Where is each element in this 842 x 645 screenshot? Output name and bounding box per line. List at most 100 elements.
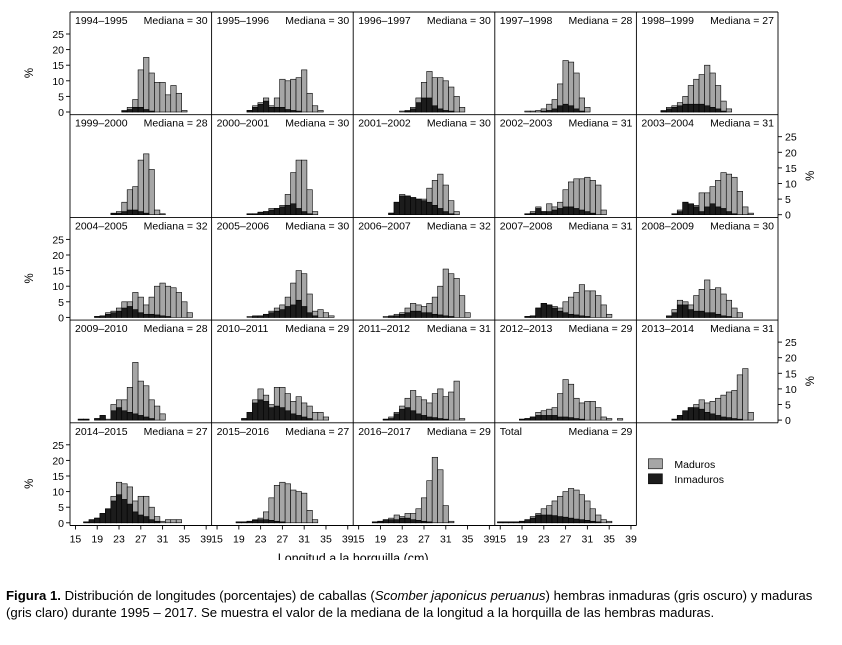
immature-bar xyxy=(279,521,286,524)
x-tick-label: 23 xyxy=(538,534,550,546)
immature-bar xyxy=(568,417,575,421)
immature-bar xyxy=(557,310,564,318)
panel-15: 2008–2009 Mediana = 30 xyxy=(641,220,774,318)
mature-bar xyxy=(132,362,139,421)
panel-label: 2016–2017 xyxy=(358,426,411,438)
panel-median: Mediana = 30 xyxy=(285,15,349,27)
immature-bar xyxy=(540,110,547,113)
x-tick-label: 19 xyxy=(233,534,245,546)
mature-bar xyxy=(290,489,297,524)
y-tick-label: 0 xyxy=(785,210,791,222)
immature-bar xyxy=(268,209,275,216)
mature-bar xyxy=(589,180,596,216)
mature-bar xyxy=(301,69,308,113)
panel-median: Mediana = 30 xyxy=(710,220,774,232)
mature-bar xyxy=(273,485,280,524)
immature-bar xyxy=(399,408,406,421)
x-tick-label: 15 xyxy=(211,534,223,546)
mature-bar xyxy=(246,316,253,318)
x-tick-label: 35 xyxy=(462,534,474,546)
mature-bar xyxy=(431,456,438,524)
immature-bar xyxy=(388,316,395,318)
mature-bar xyxy=(442,80,449,113)
immature-bar xyxy=(660,110,667,113)
immature-bar xyxy=(448,316,455,318)
x-tick-label: 15 xyxy=(70,534,82,546)
panel-23: 2016–2017 Mediana = 29 xyxy=(358,426,491,524)
immature-bar xyxy=(99,415,106,421)
immature-bar xyxy=(584,211,591,216)
immature-bar xyxy=(709,413,716,421)
x-tick-label: 19 xyxy=(375,534,387,546)
legend-mature-label: Maduros xyxy=(674,459,715,471)
immature-bar xyxy=(709,107,716,113)
immature-bar xyxy=(551,209,558,216)
immature-bar xyxy=(121,110,128,113)
panel-median: Mediana = 27 xyxy=(285,426,349,438)
immature-bar xyxy=(388,418,395,421)
immature-bar xyxy=(551,108,558,113)
x-tick-label: 35 xyxy=(179,534,191,546)
immature-bar xyxy=(110,500,117,524)
immature-bar xyxy=(415,102,422,113)
mature-bar xyxy=(448,520,455,524)
immature-bar xyxy=(687,309,694,318)
panel-label: 2014–2015 xyxy=(75,426,128,438)
mature-bar xyxy=(170,287,177,318)
immature-bar xyxy=(535,415,542,421)
immature-bar xyxy=(720,208,727,216)
immature-bar xyxy=(246,520,253,524)
immature-bar xyxy=(573,314,580,318)
mature-bar xyxy=(459,418,466,421)
immature-bar xyxy=(126,411,133,421)
immature-bar xyxy=(595,521,602,524)
immature-bar xyxy=(693,206,700,215)
y-tick-label: 10 xyxy=(52,281,64,293)
panel-13: 2006–2007 Mediana = 32 xyxy=(358,220,491,318)
immature-bar xyxy=(393,413,400,421)
immature-bar xyxy=(88,519,95,524)
immature-bar xyxy=(110,312,117,318)
immature-bar xyxy=(666,316,673,318)
panel-median: Mediana = 32 xyxy=(427,220,491,232)
immature-bar xyxy=(698,408,705,421)
mature-bar xyxy=(568,61,575,113)
y-tick-label: 25 xyxy=(785,337,797,349)
immature-bar xyxy=(159,315,166,318)
immature-bar xyxy=(268,519,275,524)
immature-bar xyxy=(676,105,683,113)
immature-bar xyxy=(252,213,259,215)
immature-bar xyxy=(404,110,411,113)
immature-bar xyxy=(671,107,678,113)
immature-bar xyxy=(410,519,417,524)
mature-bar xyxy=(600,519,607,524)
mature-bar xyxy=(290,78,297,113)
immature-bar xyxy=(529,315,536,318)
mature-bar xyxy=(295,159,302,216)
immature-bar xyxy=(268,107,275,113)
mature-bar xyxy=(584,500,591,524)
mature-bar xyxy=(459,295,466,318)
immature-bar xyxy=(557,208,564,216)
panel-7: 2000–2001 Mediana = 30 xyxy=(217,118,349,216)
immature-bar xyxy=(698,310,705,318)
mature-bar xyxy=(137,69,144,113)
y-axis-label: % xyxy=(24,273,36,283)
immature-bar xyxy=(132,413,139,421)
mature-bar xyxy=(448,273,455,318)
mature-bar xyxy=(442,268,449,318)
mature-bar xyxy=(584,107,591,113)
y-tick-label: 5 xyxy=(58,502,64,514)
immature-bar xyxy=(241,521,248,524)
x-tick-label: 27 xyxy=(560,534,572,546)
immature-bar xyxy=(241,418,248,421)
mature-bar xyxy=(159,520,166,524)
immature-bar xyxy=(263,401,270,421)
immature-bar xyxy=(263,211,270,216)
mature-bar xyxy=(578,402,585,421)
immature-bar xyxy=(676,415,683,421)
mature-bar xyxy=(453,380,460,421)
mature-bar xyxy=(148,169,155,216)
immature-bar xyxy=(252,519,259,524)
immature-bar xyxy=(132,209,139,216)
